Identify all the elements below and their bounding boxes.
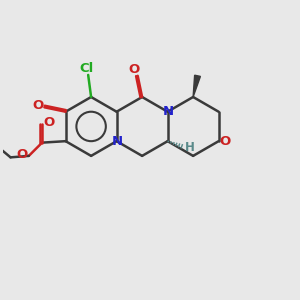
Text: O: O [128, 63, 140, 76]
Text: Cl: Cl [80, 62, 94, 75]
Text: H: H [185, 141, 195, 154]
Text: O: O [32, 99, 44, 112]
Text: O: O [17, 148, 28, 161]
Text: O: O [220, 135, 231, 148]
Polygon shape [193, 75, 200, 97]
Text: N: N [163, 105, 174, 118]
Text: N: N [112, 135, 123, 148]
Text: O: O [43, 116, 54, 129]
